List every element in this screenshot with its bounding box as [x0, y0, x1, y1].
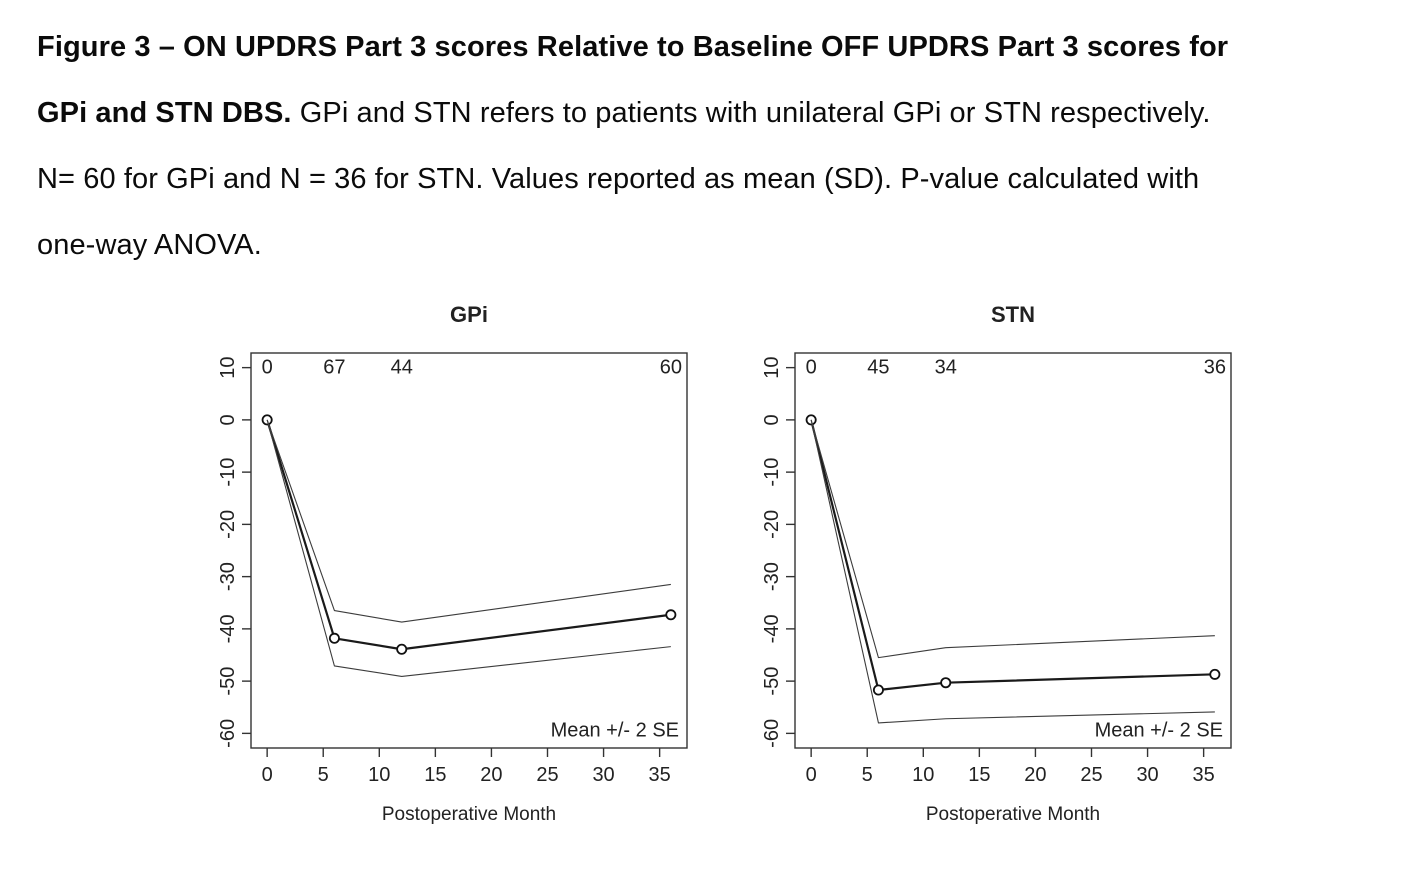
plot-box [794, 352, 1232, 749]
x-tick-label: 30 [592, 764, 614, 786]
x-tick-label: 10 [368, 764, 390, 786]
series-mean_plus_2se [810, 419, 1215, 659]
n-count-label: 60 [660, 357, 682, 379]
caption-line-4: one-way ANOVA. [37, 212, 1417, 278]
caption-line-2: GPi and STN DBS. GPi and STN refers to p… [37, 80, 1417, 146]
y-tick-label: 10 [217, 357, 239, 379]
data-point-marker [396, 643, 408, 655]
series-mean_plus_2se [266, 419, 671, 623]
y-tick-label: -60 [761, 719, 783, 748]
caption-bold-run: GPi and STN DBS. [37, 97, 292, 129]
series-mean [810, 419, 1215, 692]
series-mean [266, 419, 671, 651]
y-tick-label: 0 [761, 414, 783, 425]
data-point-marker [1209, 668, 1221, 680]
chart-title: STN [991, 302, 1035, 327]
n-count-label: 0 [262, 357, 273, 379]
y-tick-label: -20 [761, 510, 783, 539]
se-legend-text: Mean +/- 2 SE [1095, 719, 1223, 741]
x-tick-label: 35 [649, 764, 671, 786]
x-tick-label: 5 [318, 764, 329, 786]
caption-line-1: Figure 3 – ON UPDRS Part 3 scores Relati… [37, 14, 1417, 80]
caption-regular-run: GPi and STN refers to patients with unil… [291, 97, 1211, 129]
caption-regular-run: one-way ANOVA. [37, 229, 262, 261]
x-tick-label: 15 [424, 764, 446, 786]
n-count-label: 45 [867, 357, 889, 379]
y-tick-label: -40 [217, 614, 239, 643]
x-tick-label: 25 [536, 764, 558, 786]
y-tick-label: -30 [217, 562, 239, 591]
data-point-marker [328, 632, 340, 644]
figure-caption: Figure 3 – ON UPDRS Part 3 scores Relati… [37, 14, 1417, 278]
x-tick-label: 20 [480, 764, 502, 786]
series-mean_minus_2se [266, 419, 671, 677]
se-legend-text: Mean +/- 2 SE [551, 719, 679, 741]
y-tick-label: -60 [217, 719, 239, 748]
y-tick-label: 0 [217, 414, 239, 425]
stn-chart: STN 0 5 10 15 20 25 30 35 10 0 -10 -20 -30 -40 -50 -60 0 4… [761, 302, 1232, 825]
n-count-label: 36 [1204, 357, 1226, 379]
x-axis-label: Postoperative Month [926, 804, 1100, 825]
x-tick-label: 0 [806, 764, 817, 786]
data-point-marker [872, 684, 884, 696]
n-count-label: 67 [323, 357, 345, 379]
y-tick-label: -20 [217, 510, 239, 539]
x-tick-label: 5 [862, 764, 873, 786]
x-tick-label: 30 [1136, 764, 1158, 786]
x-tick-label: 35 [1193, 764, 1215, 786]
y-tick-label: -40 [761, 614, 783, 643]
n-count-label: 44 [391, 357, 413, 379]
data-point-marker [940, 677, 952, 689]
x-tick-label: 20 [1024, 764, 1046, 786]
y-tick-label: 10 [761, 357, 783, 379]
caption-line-3: N= 60 for GPi and N = 36 for STN. Values… [37, 146, 1417, 212]
caption-bold-run: Figure 3 – ON UPDRS Part 3 scores Relati… [37, 31, 1229, 63]
x-tick-label: 0 [262, 764, 273, 786]
plot-box [250, 352, 688, 749]
gpi-chart: GPi 0 5 10 15 20 25 30 35 10 0 -10 -20 -30 -40 -50 -60 0 6… [217, 302, 688, 825]
y-tick-label: -30 [761, 562, 783, 591]
y-tick-label: -50 [217, 667, 239, 696]
x-tick-label: 10 [912, 764, 934, 786]
y-tick-label: -10 [217, 458, 239, 487]
x-axis-label: Postoperative Month [382, 804, 556, 825]
n-count-label: 34 [935, 357, 957, 379]
n-count-label: 0 [806, 357, 817, 379]
y-tick-label: -50 [761, 667, 783, 696]
data-point-marker [665, 609, 677, 621]
chart-title: GPi [450, 302, 488, 327]
series-mean_minus_2se [810, 419, 1215, 724]
x-tick-label: 15 [968, 764, 990, 786]
y-tick-label: -10 [761, 458, 783, 487]
x-tick-label: 25 [1080, 764, 1102, 786]
caption-regular-run: N= 60 for GPi and N = 36 for STN. Values… [37, 163, 1200, 195]
